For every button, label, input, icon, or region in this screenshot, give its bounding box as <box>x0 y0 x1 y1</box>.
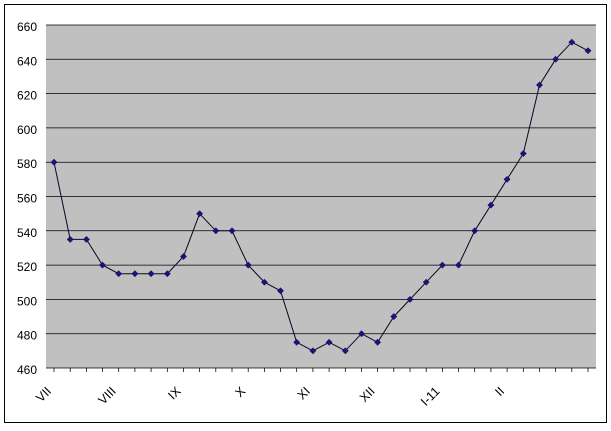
svg-text:640: 640 <box>17 54 37 68</box>
svg-text:500: 500 <box>17 294 37 308</box>
svg-text:660: 660 <box>17 20 37 34</box>
svg-text:600: 600 <box>17 123 37 137</box>
svg-text:XI: XI <box>295 384 313 402</box>
svg-text:X: X <box>233 384 249 400</box>
svg-text:560: 560 <box>17 192 37 206</box>
svg-text:520: 520 <box>17 260 37 274</box>
svg-text:580: 580 <box>17 157 37 171</box>
svg-text:VIII: VIII <box>96 384 119 407</box>
svg-text:620: 620 <box>17 89 37 103</box>
svg-text:I-11: I-11 <box>418 384 443 409</box>
svg-text:II: II <box>492 384 507 399</box>
svg-text:VII: VII <box>33 384 54 405</box>
svg-text:460: 460 <box>17 363 37 377</box>
svg-text:540: 540 <box>17 226 37 240</box>
svg-text:IX: IX <box>165 384 184 403</box>
svg-text:480: 480 <box>17 329 37 343</box>
svg-text:XII: XII <box>357 384 378 405</box>
